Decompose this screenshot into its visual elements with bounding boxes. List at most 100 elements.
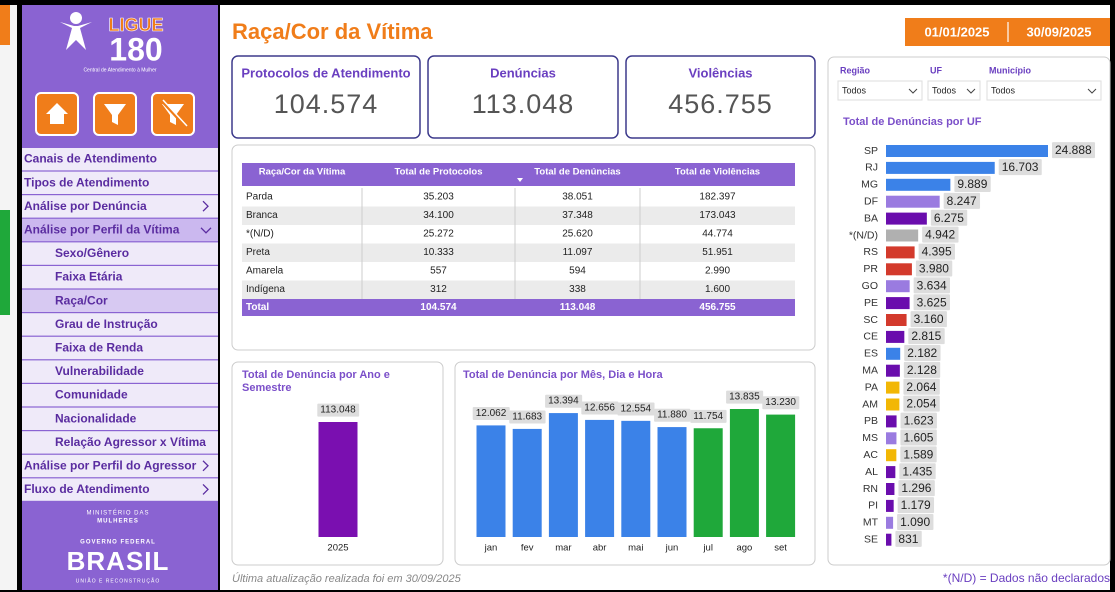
bar: [886, 297, 910, 310]
category-label: abr: [593, 543, 607, 554]
table-cell: Amarela: [246, 266, 284, 277]
table-row: [242, 262, 795, 281]
table-cell: 113.048: [560, 302, 596, 313]
menu-item[interactable]: [22, 478, 218, 501]
menu-item[interactable]: [22, 242, 218, 265]
menu-label: Tipos de Atendimento: [24, 175, 149, 189]
column-header: Raça/Cor da Vítima: [259, 167, 346, 178]
ministry-line: MINISTÉRIO DAS: [86, 510, 149, 517]
data-label: 4.942: [925, 228, 955, 242]
bar: [886, 280, 910, 293]
table-row: [242, 188, 795, 207]
category-label: GO: [862, 280, 878, 292]
data-label-box: [908, 328, 945, 345]
clear-filter-button[interactable]: [151, 92, 195, 136]
table-cell: 44.774: [702, 229, 733, 240]
data-label-box: [762, 396, 800, 410]
table-total-row: [242, 299, 795, 316]
data-label: 4.395: [922, 245, 952, 259]
data-label-box: [899, 463, 936, 480]
data-label: 1.623: [904, 414, 934, 428]
data-label-box: [930, 209, 968, 226]
menu-item[interactable]: [22, 313, 218, 336]
filter-button[interactable]: [93, 92, 137, 136]
menu-item[interactable]: [22, 171, 218, 194]
bar: [548, 413, 578, 537]
logo-sub: Central de Atendimento à Mulher: [83, 67, 156, 73]
data-label-box: [922, 226, 959, 243]
filter-value: Todos: [932, 85, 957, 95]
bar: [476, 425, 506, 537]
data-label: 3.980: [919, 261, 949, 275]
category-label: MA: [862, 364, 878, 376]
data-label: 1.589: [903, 447, 933, 461]
bar: [512, 428, 542, 537]
menu-item[interactable]: [22, 218, 218, 242]
data-label-box: [472, 407, 510, 421]
side-window-part: [0, 210, 10, 315]
bar: [886, 533, 892, 546]
data-label-box: [954, 175, 991, 192]
data-label-box: [654, 408, 691, 422]
menu-label: Nacionalidade: [55, 411, 137, 425]
filter-dropdown[interactable]: [837, 80, 923, 101]
data-label-box: [915, 260, 953, 277]
bar: [886, 330, 905, 343]
table-cell: 10.333: [423, 247, 454, 258]
filter-dropdown[interactable]: [986, 80, 1102, 101]
data-label: 2.064: [906, 380, 936, 394]
category-label: PB: [864, 415, 878, 427]
logo-top: LIGUE: [108, 15, 163, 35]
data-label: 3.634: [917, 278, 947, 292]
data-label-box: [545, 394, 583, 408]
category-label: AM: [862, 398, 878, 410]
logo-number: 180: [109, 31, 162, 67]
data-label: 11.683: [512, 412, 542, 423]
data-label: 1.296: [901, 481, 931, 495]
kpi-value: 104.574: [274, 89, 379, 119]
category-label: RS: [863, 246, 878, 258]
bar: [886, 212, 927, 225]
menu-label: Grau de Instrução: [55, 317, 158, 331]
motto: UNIÃO E RECONSTRUÇÃO: [76, 577, 160, 584]
data-label-box: [913, 294, 950, 311]
category-label: ES: [864, 348, 878, 360]
table-cell: Branca: [246, 210, 278, 221]
data-label-box: [904, 344, 941, 361]
bar: [886, 195, 940, 208]
category-label: AC: [863, 449, 878, 461]
table-cell: 312: [430, 284, 447, 295]
data-label-box: [726, 390, 764, 404]
dropdown-chevron: [908, 88, 918, 94]
bar: [886, 449, 897, 462]
data-label-box: [1052, 142, 1096, 159]
bar: [886, 466, 896, 479]
menu-item[interactable]: [22, 266, 218, 289]
data-label: 12.554: [621, 403, 652, 414]
menu-item[interactable]: [22, 407, 218, 430]
menu-item[interactable]: [22, 431, 218, 454]
menu-item[interactable]: [22, 195, 218, 218]
data-label-box: [943, 192, 981, 209]
chevron: [202, 460, 209, 472]
menu-item[interactable]: [22, 454, 218, 478]
menu-item[interactable]: [22, 336, 218, 360]
bar: [621, 420, 651, 537]
menu-item[interactable]: [22, 384, 218, 407]
category-label: ago: [736, 543, 752, 554]
filter-dropdown[interactable]: [927, 80, 981, 101]
kpi-card: [427, 55, 619, 139]
data-label: 113.048: [320, 405, 356, 416]
category-label: SP: [864, 145, 878, 157]
kpi-value: 113.048: [472, 89, 575, 119]
bar: [886, 263, 912, 276]
month-chart-title: Total de Denúncia por Mês, Dia e Hora: [463, 369, 664, 381]
menu-item[interactable]: [22, 148, 218, 171]
menu-item[interactable]: [22, 360, 218, 383]
data-label: 2.182: [907, 346, 937, 360]
table-cell: *(N/D): [246, 229, 274, 240]
filter-label: Município: [989, 65, 1031, 75]
menu-item[interactable]: [22, 289, 218, 312]
home-button[interactable]: [35, 92, 79, 136]
bar: [693, 428, 723, 537]
